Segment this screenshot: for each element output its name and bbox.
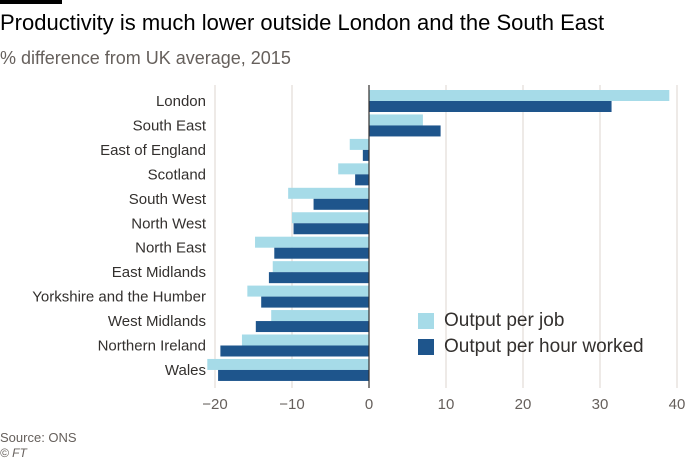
- bar-output-per-hour: [274, 247, 369, 259]
- category-label: Northern Ireland: [98, 338, 206, 355]
- category-label: South West: [129, 191, 207, 208]
- credit-note: © FT: [0, 446, 27, 460]
- legend-label-output-per-job: Output per job: [444, 310, 565, 331]
- bar-output-per-job: [207, 358, 369, 370]
- bar-output-per-hour: [218, 369, 369, 381]
- category-label: London: [156, 93, 206, 110]
- bar-output-per-hour: [268, 272, 369, 284]
- legend: Output per job Output per hour worked: [418, 308, 644, 360]
- x-tick-label: 30: [592, 396, 609, 413]
- x-tick-label: 20: [515, 396, 532, 413]
- bar-output-per-job: [288, 187, 369, 199]
- bar-output-per-job: [338, 163, 369, 175]
- legend-item-output-per-job: Output per job: [418, 308, 644, 334]
- top-rule: [0, 0, 62, 4]
- bar-output-per-job: [349, 138, 369, 150]
- category-label: Wales: [165, 362, 206, 379]
- category-label: Scotland: [148, 166, 206, 183]
- x-tick-label: −20: [202, 396, 227, 413]
- bar-output-per-job: [369, 90, 670, 101]
- bar-output-per-hour: [293, 223, 369, 235]
- bar-output-per-hour: [255, 321, 369, 333]
- x-tick-label: 10: [438, 396, 455, 413]
- legend-swatch-output-per-job: [418, 313, 434, 329]
- bar-output-per-hour: [362, 149, 369, 161]
- bar-output-per-hour: [313, 198, 369, 210]
- category-label: North West: [131, 215, 207, 232]
- x-tick-label: 40: [669, 396, 686, 413]
- bar-output-per-hour: [369, 125, 441, 137]
- bar-output-per-job: [247, 285, 369, 297]
- bar-output-per-hour: [261, 296, 369, 308]
- bar-output-per-hour: [369, 101, 612, 112]
- bar-output-per-hour: [220, 345, 369, 357]
- bar-output-per-job: [271, 310, 369, 322]
- bar-output-per-job: [241, 334, 369, 346]
- category-label: East of England: [100, 142, 206, 159]
- chart-title: Productivity is much lower outside Londo…: [0, 10, 605, 35]
- category-label: East Midlands: [112, 264, 206, 281]
- x-tick-label: 0: [365, 396, 373, 413]
- x-tick-label: −10: [279, 396, 304, 413]
- chart-subtitle: % difference from UK average, 2015: [0, 48, 291, 68]
- bar-output-per-job: [272, 261, 369, 273]
- legend-label-output-per-hour: Output per hour worked: [444, 336, 644, 357]
- bar-output-per-hour: [355, 174, 369, 186]
- bar-output-per-job: [369, 114, 423, 126]
- category-label: South East: [133, 117, 207, 134]
- category-label: West Midlands: [108, 313, 206, 330]
- bar-output-per-job: [292, 212, 369, 224]
- bar-output-per-job: [255, 236, 369, 248]
- category-label: North East: [135, 240, 207, 257]
- category-label: Yorkshire and the Humber: [32, 289, 206, 306]
- legend-swatch-output-per-hour: [418, 339, 434, 355]
- legend-item-output-per-hour: Output per hour worked: [418, 334, 644, 360]
- source-note: Source: ONS: [0, 430, 77, 445]
